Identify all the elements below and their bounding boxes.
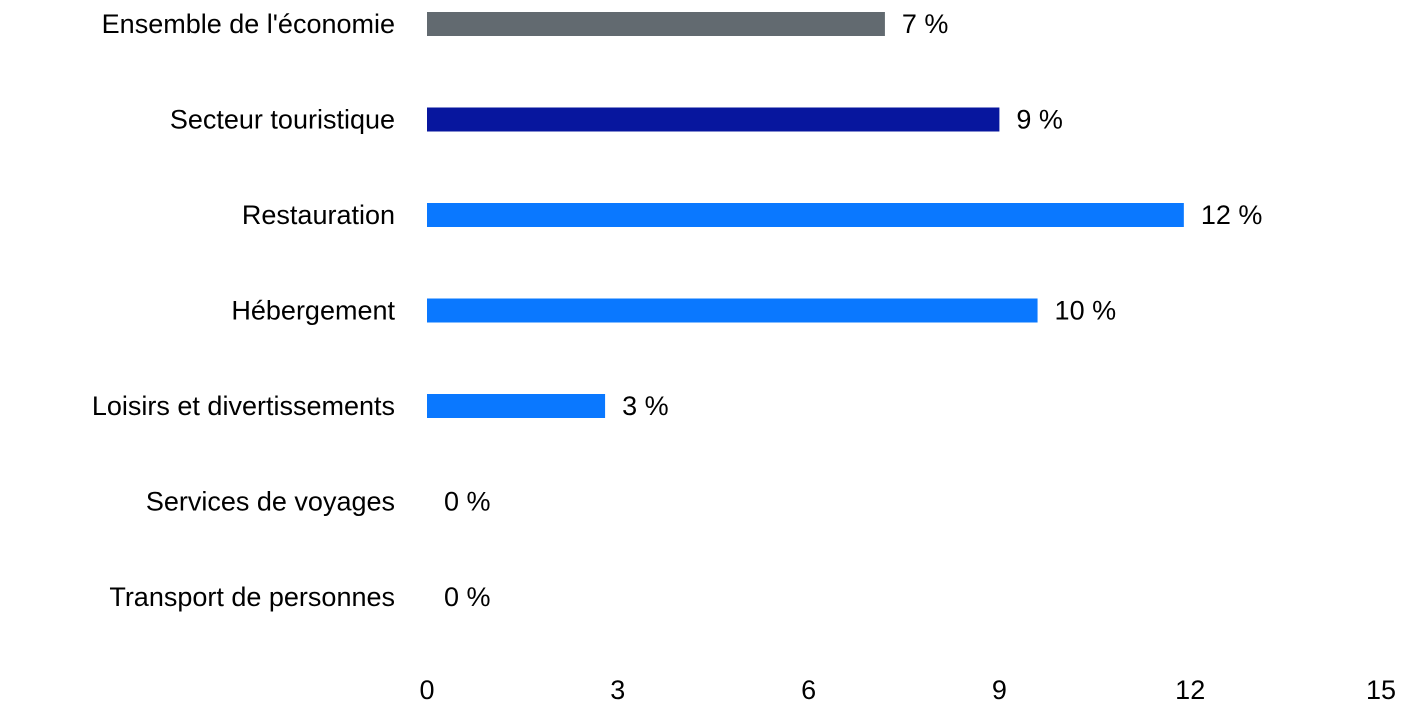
x-tick-label: 6 (801, 675, 816, 702)
bars-group (427, 12, 1184, 418)
x-tick-label: 9 (992, 675, 1007, 702)
category-labels-group: Ensemble de l'économie Secteur touristiqu… (92, 9, 396, 612)
category-label: Secteur touristique (170, 105, 395, 135)
value-labels-group: 7 % 9 % 12 % 10 % 3 % 0 % 0 % (444, 9, 1262, 612)
data-label: 0 % (444, 487, 491, 517)
bar (427, 394, 606, 418)
category-label: Ensemble de l'économie (102, 9, 395, 39)
category-label: Transport de personnes (109, 582, 395, 612)
category-label: Restauration (242, 200, 395, 230)
data-label: 10 % (1055, 296, 1117, 326)
data-label: 0 % (444, 582, 491, 612)
category-label: Loisirs et divertissements (92, 391, 395, 421)
data-label: 12 % (1201, 200, 1263, 230)
x-tick-label: 0 (419, 675, 434, 702)
data-label: 7 % (902, 9, 949, 39)
x-axis-tick-labels-group: 0 3 6 9 12 15 (419, 675, 1396, 702)
bar (427, 203, 1184, 227)
x-tick-label: 3 (610, 675, 625, 702)
x-tick-label: 15 (1366, 675, 1396, 702)
data-label: 3 % (622, 391, 669, 421)
bar (427, 298, 1038, 323)
x-tick-label: 12 (1175, 675, 1205, 702)
data-label: 9 % (1016, 105, 1063, 135)
category-label: Hébergement (231, 296, 395, 326)
category-label: Services de voyages (146, 487, 395, 517)
bar (427, 12, 885, 36)
bar (427, 107, 1000, 132)
